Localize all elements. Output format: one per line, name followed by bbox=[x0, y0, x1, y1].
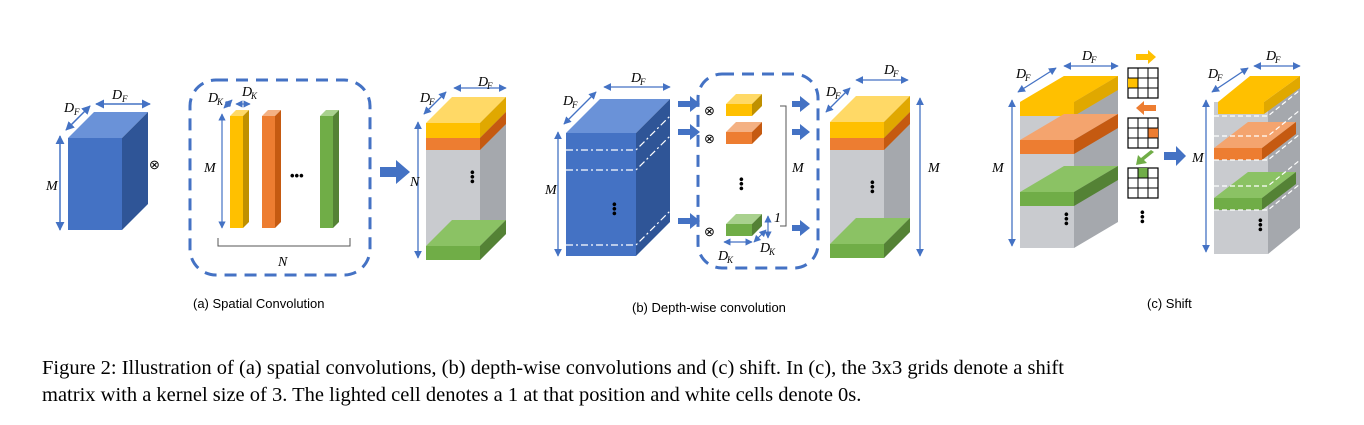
output-feature-cube-a bbox=[426, 97, 506, 260]
svg-text:K: K bbox=[768, 247, 776, 257]
figure-caption: Figure 2: Illustration of (a) spatial co… bbox=[42, 355, 1332, 409]
svg-text:F: F bbox=[1090, 55, 1097, 65]
svg-text:D: D bbox=[1081, 49, 1092, 64]
output-feature-cube-b bbox=[830, 96, 910, 258]
svg-text:F: F bbox=[428, 97, 435, 107]
label-m-a-kernel: M bbox=[203, 161, 217, 176]
depthwise-kernel-yellow bbox=[726, 94, 762, 116]
label-dk-b1: DK bbox=[717, 249, 734, 265]
svg-text:D: D bbox=[111, 88, 122, 103]
arrow-a bbox=[380, 160, 410, 184]
label-df-b4: DF bbox=[883, 63, 899, 79]
panel-c: ••• M DF DF ••• M bbox=[991, 49, 1301, 311]
label-m-c-in: M bbox=[991, 161, 1005, 176]
svg-text:D: D bbox=[825, 85, 836, 100]
label-df-b3: DF bbox=[825, 85, 841, 101]
svg-text:F: F bbox=[486, 81, 493, 91]
svg-text:F: F bbox=[639, 77, 646, 87]
panel-a-title: (a) Spatial Convolution bbox=[193, 296, 325, 311]
depthwise-kernel-orange bbox=[726, 122, 762, 144]
svg-text:F: F bbox=[1024, 73, 1031, 83]
panel-c-title: (c) Shift bbox=[1147, 296, 1192, 311]
arrow-c bbox=[1164, 146, 1186, 166]
output-feature-cube-c bbox=[1214, 76, 1301, 254]
svg-text:D: D bbox=[759, 241, 770, 256]
panel-b-title: (b) Depth-wise convolution bbox=[632, 300, 786, 315]
shift-matrix-2 bbox=[1127, 101, 1159, 149]
svg-text:F: F bbox=[73, 107, 80, 117]
ellipsis-out-c: ••• bbox=[1253, 218, 1268, 232]
svg-text:D: D bbox=[1265, 49, 1276, 64]
label-dk-a1: DK bbox=[207, 91, 224, 107]
input-feature-cube-b bbox=[566, 99, 671, 256]
label-one-b: 1 bbox=[774, 211, 781, 226]
svg-text:F: F bbox=[571, 100, 578, 110]
label-df-b1: DF bbox=[562, 94, 578, 110]
label-df-c1: DF bbox=[1015, 67, 1031, 83]
svg-text:D: D bbox=[1015, 67, 1026, 82]
otimes-b2: ⊗ bbox=[704, 131, 715, 146]
svg-text:D: D bbox=[562, 94, 573, 109]
label-m-a-in: M bbox=[45, 179, 59, 194]
kernel-yellow-a bbox=[230, 110, 249, 228]
svg-text:D: D bbox=[207, 91, 218, 106]
input-feature-cube-a bbox=[68, 112, 148, 230]
svg-text:D: D bbox=[717, 249, 728, 264]
label-df-c2: DF bbox=[1081, 49, 1097, 65]
svg-text:D: D bbox=[477, 75, 488, 90]
depthwise-kernel-green bbox=[726, 214, 762, 236]
label-m-b-in: M bbox=[544, 183, 558, 198]
label-df-b2: DF bbox=[630, 71, 646, 87]
caption-line-1: Figure 2: Illustration of (a) spatial co… bbox=[42, 357, 1064, 379]
kernel-orange-a bbox=[262, 110, 281, 228]
label-dk-b2: DK bbox=[759, 241, 776, 257]
label-df-c3: DF bbox=[1207, 67, 1223, 83]
kernel-green-a bbox=[320, 110, 339, 228]
svg-text:K: K bbox=[726, 255, 734, 265]
label-df-a4: DF bbox=[477, 75, 493, 91]
label-df-c4: DF bbox=[1265, 49, 1281, 65]
label-dk-a2: DK bbox=[241, 85, 258, 101]
svg-text:F: F bbox=[1216, 73, 1223, 83]
ellipsis-grids-c: ••• bbox=[1135, 210, 1150, 224]
otimes-b3: ⊗ bbox=[704, 224, 715, 239]
svg-text:D: D bbox=[630, 71, 641, 86]
ellipsis-out-b: ••• bbox=[865, 180, 880, 194]
svg-text:F: F bbox=[1274, 55, 1281, 65]
label-m-b-kernel: M bbox=[791, 161, 805, 176]
label-df-a3: DF bbox=[419, 91, 435, 107]
svg-text:D: D bbox=[1207, 67, 1218, 82]
ellipsis-in-c: ••• bbox=[1059, 212, 1074, 226]
label-n-a-out: N bbox=[409, 175, 420, 190]
shift-matrix-3 bbox=[1127, 150, 1159, 199]
label-m-c-mid: M bbox=[1191, 151, 1205, 166]
ellipsis-kernels-b: ••• bbox=[734, 177, 749, 191]
otimes-b1: ⊗ bbox=[704, 103, 715, 118]
svg-text:D: D bbox=[883, 63, 894, 78]
panel-b: ••• M DF DF ⊗ ⊗ ⊗ ••• bbox=[544, 63, 941, 315]
ellipsis-kernels-a: ••• bbox=[290, 168, 304, 183]
label-m-b-out: M bbox=[927, 161, 941, 176]
kernel-set-box-a bbox=[188, 78, 372, 277]
svg-text:K: K bbox=[216, 97, 224, 107]
otimes-a: ⊗ bbox=[149, 157, 160, 172]
svg-text:D: D bbox=[419, 91, 430, 106]
shift-matrix-1 bbox=[1127, 50, 1159, 99]
ellipsis-out-a: ••• bbox=[465, 170, 480, 184]
ellipsis-in-b: ••• bbox=[607, 202, 622, 216]
label-n-a: N bbox=[277, 255, 288, 270]
svg-text:K: K bbox=[250, 91, 258, 101]
svg-text:D: D bbox=[63, 101, 74, 116]
svg-text:F: F bbox=[121, 94, 128, 104]
svg-text:D: D bbox=[241, 85, 252, 100]
caption-line-2: matrix with a kernel size of 3. The ligh… bbox=[42, 384, 862, 406]
kernel-set-box-b bbox=[696, 72, 820, 270]
svg-text:F: F bbox=[892, 69, 899, 79]
svg-text:F: F bbox=[834, 91, 841, 101]
input-feature-cube-c bbox=[1020, 76, 1118, 248]
